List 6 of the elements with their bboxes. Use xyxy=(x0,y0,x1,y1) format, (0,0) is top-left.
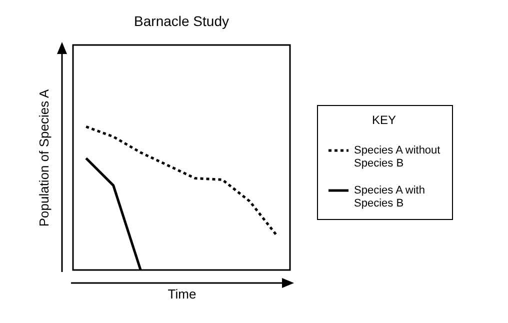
legend-label: Species A without Species B xyxy=(354,144,440,170)
y-axis-title: Population of Species A xyxy=(36,89,52,227)
x-axis-title: Time xyxy=(168,286,196,302)
chart-title: Barnacle Study xyxy=(134,13,229,29)
legend-label: Species A with Species B xyxy=(354,184,425,210)
legend-title: KEY xyxy=(372,113,396,127)
